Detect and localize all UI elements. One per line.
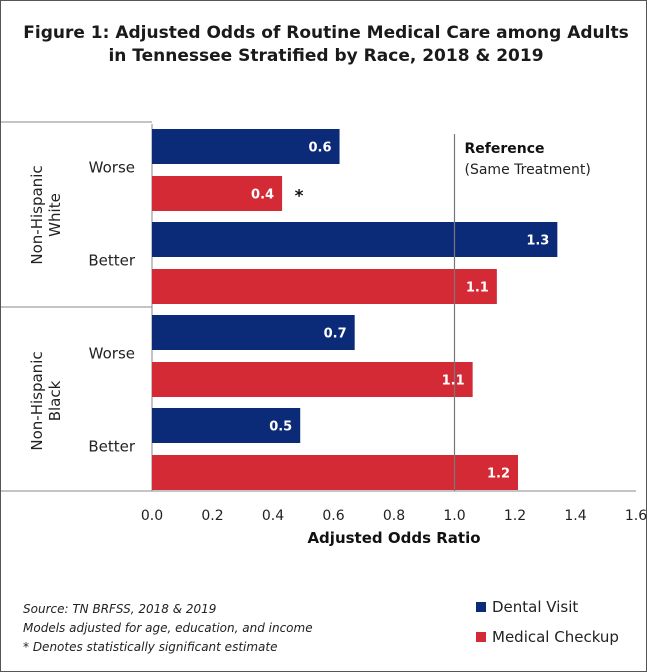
x-tick-label: 1.6 bbox=[625, 508, 646, 524]
data-label-dental: 0.7 bbox=[324, 327, 347, 342]
reference-label: Reference bbox=[465, 141, 545, 157]
data-label-medical: 1.1 bbox=[442, 374, 465, 389]
bar-chart: Reference (Same Treatment) 0.0 0.2 0.4 0.6 0.… bbox=[1, 121, 646, 547]
legend-label-dental: Dental Visit bbox=[492, 598, 579, 616]
category-label-better: Better bbox=[88, 438, 136, 456]
reference-sublabel: (Same Treatment) bbox=[465, 162, 591, 178]
data-label-medical: 0.4 bbox=[251, 188, 274, 203]
x-tick-label: 1.2 bbox=[504, 508, 526, 524]
chart-title: Figure 1: Adjusted Odds of Routine Medic… bbox=[23, 23, 629, 66]
legend: Dental Visit Medical Checkup bbox=[476, 597, 619, 657]
legend-swatch-medical bbox=[476, 632, 486, 642]
x-tick-label: 0.8 bbox=[383, 508, 405, 524]
legend-label-medical: Medical Checkup bbox=[492, 628, 619, 646]
bar-medical bbox=[152, 455, 519, 490]
legend-item-medical: Medical Checkup bbox=[476, 627, 619, 647]
category-label-worse: Worse bbox=[89, 159, 135, 177]
bar-dental bbox=[152, 129, 340, 164]
x-tick-label: 0.4 bbox=[262, 508, 284, 524]
x-tick-label: 0.6 bbox=[322, 508, 344, 524]
significance-asterisk: * bbox=[295, 187, 304, 207]
legend-item-dental: Dental Visit bbox=[476, 597, 619, 617]
bar-medical bbox=[152, 362, 473, 397]
x-tick-label: 0.0 bbox=[141, 508, 163, 524]
bar-dental bbox=[152, 222, 558, 257]
x-tick-label: 1.4 bbox=[564, 508, 586, 524]
x-tick-label: 1.0 bbox=[443, 508, 465, 524]
bar-dental bbox=[152, 408, 301, 443]
category-label-better: Better bbox=[88, 252, 136, 270]
x-axis-title: Adjusted Odds Ratio bbox=[307, 529, 480, 547]
bar-dental bbox=[152, 315, 355, 350]
data-label-medical: 1.2 bbox=[487, 467, 510, 482]
legend-swatch-dental bbox=[476, 602, 486, 612]
data-label-medical: 1.1 bbox=[466, 281, 489, 296]
x-tick-label: 0.2 bbox=[201, 508, 223, 524]
footnote-significance: * Denotes statistically significant esti… bbox=[23, 640, 278, 654]
footnotes: Source: TN BRFSS, 2018 & 2019 Models adj… bbox=[23, 600, 313, 657]
data-label-dental: 1.3 bbox=[526, 234, 549, 249]
category-label-worse: Worse bbox=[89, 345, 135, 363]
footnote-models: Models adjusted for age, education, and … bbox=[23, 621, 313, 635]
group-label-black: Non-HispanicBlack bbox=[28, 351, 64, 450]
bar-medical bbox=[152, 269, 497, 304]
data-label-dental: 0.5 bbox=[269, 420, 292, 435]
group-label-white: Non-HispanicWhite bbox=[28, 165, 64, 264]
bar-medical bbox=[152, 176, 283, 211]
footnote-source: Source: TN BRFSS, 2018 & 2019 bbox=[23, 602, 217, 616]
data-label-dental: 0.6 bbox=[309, 141, 332, 156]
